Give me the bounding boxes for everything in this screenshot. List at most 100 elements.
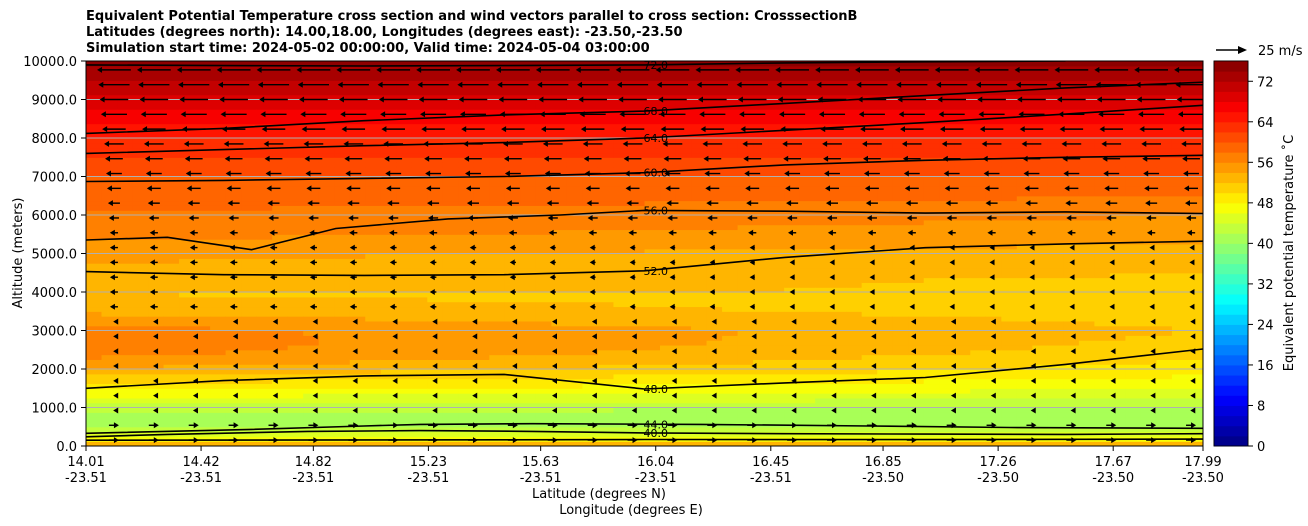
field-cell [861,316,878,322]
field-cell [892,349,909,356]
field-cell [318,436,335,442]
field-cell [241,113,258,120]
field-cell [954,61,971,67]
field-cell [427,344,444,351]
field-cell [970,147,987,154]
field-cell [985,152,1002,158]
field-cell [923,181,940,187]
field-cell [396,267,413,274]
field-cell [613,128,630,134]
field-cell [582,219,599,226]
field-cell [753,65,770,72]
field-cell [86,287,103,293]
field-cell [349,152,366,158]
field-cell [628,287,646,293]
field-cell [427,171,444,178]
field-cell [597,378,615,385]
field-cell [970,282,987,288]
field-cell [846,349,863,356]
field-cell [861,152,878,158]
field-cell [303,354,320,360]
field-cell [473,301,490,308]
field-cell [241,152,258,158]
field-cell [613,215,630,221]
field-cell [768,171,785,178]
field-cell [1001,325,1018,332]
field-cell [163,311,180,317]
field-cell [225,388,242,394]
field-cell [582,253,599,259]
field-cell [768,378,785,385]
field-cell [892,330,909,336]
field-cell [396,344,413,351]
field-cell [691,287,708,293]
field-cell [892,75,909,81]
field-cell [504,75,521,81]
field-cell [520,195,537,202]
field-cell [706,320,723,327]
field-cell [1001,402,1018,409]
field-cell [287,147,304,154]
field-cell [939,65,956,72]
field-cell [815,253,832,259]
field-cell [427,282,444,288]
field-cell [504,152,521,158]
field-cell [473,267,490,274]
field-cell [396,258,413,264]
field-cell [691,417,708,423]
field-cell [334,267,351,274]
field-cell [520,215,537,221]
field-cell [380,248,397,255]
field-cell [504,113,521,120]
field-cell [861,267,878,274]
field-cell [985,325,1002,332]
field-cell [846,258,863,264]
field-cell [737,109,754,115]
field-cell [458,89,475,96]
field-cell [551,397,568,404]
field-cell [396,316,413,322]
field-cell [272,104,289,110]
field-cell [427,296,444,303]
field-cell [442,306,459,312]
field-cell [1016,354,1033,360]
field-cell [179,171,196,178]
field-cell [303,133,320,139]
field-cell [644,166,661,173]
field-cell [628,176,646,182]
field-cell [520,393,537,399]
field-cell [861,113,878,120]
field-cell [722,205,739,211]
field-cell [784,123,801,129]
field-cell [675,335,692,341]
field-cell [194,311,211,317]
field-cell [908,320,925,327]
field-cell [613,234,630,240]
field-cell [691,176,708,182]
field-cell [628,195,646,202]
field-cell [892,85,909,91]
field-cell [799,306,816,312]
field-cell [504,349,521,356]
field-cell [660,417,677,423]
field-cell [908,383,925,389]
field-cell [892,162,909,168]
field-cell [396,335,413,341]
field-cell [939,75,956,81]
field-cell [163,263,180,269]
field-cell [303,441,320,446]
field-cell [349,166,366,173]
field-cell [1032,301,1049,308]
field-cell [737,99,754,105]
field-cell [815,243,832,250]
field-cell [753,94,770,101]
field-cell [768,138,785,144]
field-cell [458,176,475,182]
field-cell [628,75,646,81]
field-cell [582,243,599,250]
field-cell [241,320,258,327]
field-cell [1016,373,1033,380]
field-cell [365,80,382,86]
field-cell [815,128,832,134]
field-cell [939,325,956,332]
